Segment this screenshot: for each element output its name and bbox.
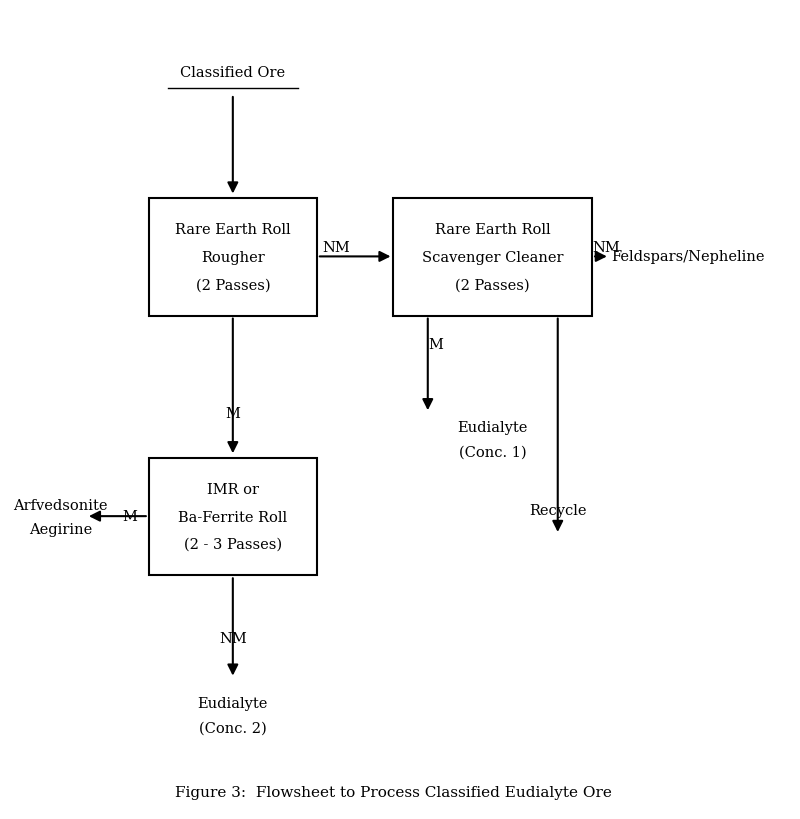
Text: Aegirine: Aegirine — [29, 523, 93, 536]
Text: Recycle: Recycle — [529, 504, 586, 518]
Text: (Conc. 2): (Conc. 2) — [199, 720, 266, 735]
FancyBboxPatch shape — [149, 199, 317, 316]
Text: NM: NM — [219, 631, 246, 645]
FancyBboxPatch shape — [394, 199, 592, 316]
FancyBboxPatch shape — [149, 458, 317, 576]
Text: Ba-Ferrite Roll: Ba-Ferrite Roll — [178, 510, 287, 524]
Text: IMR or: IMR or — [207, 482, 259, 496]
Text: NM: NM — [592, 240, 620, 255]
Text: Classified Ore: Classified Ore — [180, 66, 286, 80]
Text: Eudialyte: Eudialyte — [198, 696, 268, 710]
Text: Scavenger Cleaner: Scavenger Cleaner — [422, 251, 563, 265]
Text: (Conc. 1): (Conc. 1) — [459, 445, 526, 459]
Text: NM: NM — [322, 240, 350, 255]
Text: (2 Passes): (2 Passes) — [455, 278, 530, 292]
Text: Rare Earth Roll: Rare Earth Roll — [435, 223, 550, 237]
Text: Rare Earth Roll: Rare Earth Roll — [175, 223, 290, 237]
Text: (2 Passes): (2 Passes) — [195, 278, 270, 292]
Text: M: M — [428, 337, 443, 351]
Text: (2 - 3 Passes): (2 - 3 Passes) — [184, 537, 282, 551]
Text: Feldspars/Nepheline: Feldspars/Nepheline — [611, 250, 765, 264]
Text: M: M — [122, 509, 137, 523]
Text: Rougher: Rougher — [201, 251, 265, 265]
Text: Eudialyte: Eudialyte — [458, 420, 528, 434]
Text: M: M — [226, 406, 240, 420]
Text: Figure 3:  Flowsheet to Process Classified Eudialyte Ore: Figure 3: Flowsheet to Process Classifie… — [175, 785, 612, 799]
Text: Arfvedsonite: Arfvedsonite — [14, 498, 108, 512]
